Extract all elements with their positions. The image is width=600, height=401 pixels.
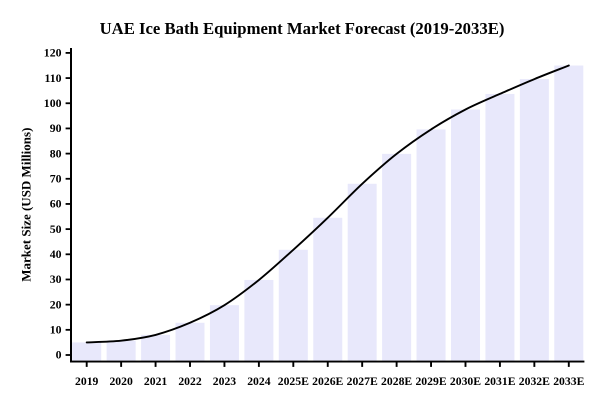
svg-text:2030E: 2030E: [450, 375, 481, 388]
svg-text:2029E: 2029E: [415, 375, 446, 388]
svg-text:2026E: 2026E: [312, 375, 343, 388]
svg-text:2027E: 2027E: [347, 375, 378, 388]
svg-text:2020: 2020: [109, 375, 133, 388]
svg-text:80: 80: [50, 146, 62, 160]
svg-text:2021: 2021: [144, 375, 168, 388]
svg-text:2025E: 2025E: [278, 375, 309, 388]
svg-text:Market Size (USD Millions): Market Size (USD Millions): [19, 128, 34, 282]
svg-text:2028E: 2028E: [381, 375, 412, 388]
svg-text:2022: 2022: [178, 375, 202, 388]
svg-text:10: 10: [50, 323, 62, 337]
svg-text:60: 60: [50, 197, 62, 211]
svg-text:100: 100: [44, 96, 62, 110]
svg-text:40: 40: [50, 247, 62, 261]
svg-text:70: 70: [50, 171, 62, 185]
svg-text:120: 120: [44, 46, 62, 60]
svg-text:2024: 2024: [247, 375, 271, 388]
svg-text:0: 0: [56, 348, 62, 362]
svg-text:2031E: 2031E: [484, 375, 515, 388]
svg-text:2023: 2023: [213, 375, 237, 388]
svg-text:90: 90: [50, 121, 62, 135]
svg-text:UAE Ice Bath Equipment Market: UAE Ice Bath Equipment Market Forecast (…: [100, 19, 505, 38]
svg-text:30: 30: [50, 272, 62, 286]
svg-text:2032E: 2032E: [519, 375, 550, 388]
svg-text:2033E: 2033E: [553, 375, 584, 388]
svg-text:50: 50: [50, 222, 62, 236]
svg-text:110: 110: [44, 71, 61, 85]
svg-text:20: 20: [50, 297, 62, 311]
svg-text:2019: 2019: [75, 375, 99, 388]
